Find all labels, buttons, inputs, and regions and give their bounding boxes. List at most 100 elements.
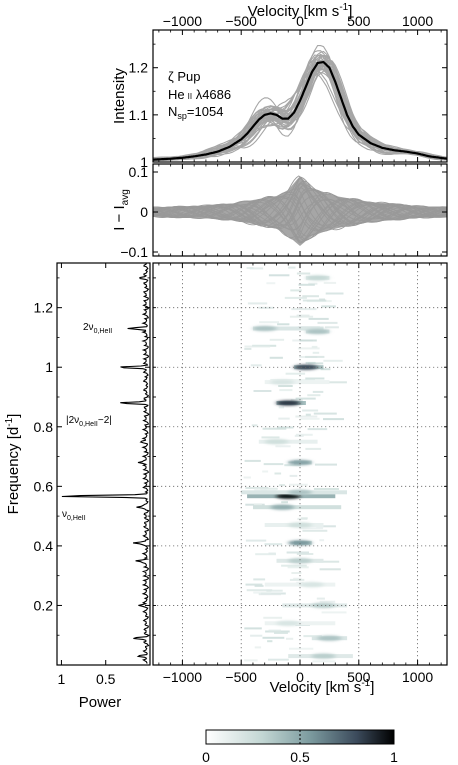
heatmap-streak	[293, 577, 302, 580]
heatmap-streak	[323, 359, 343, 362]
heatmap-streak	[278, 417, 290, 420]
heatmap-streak	[313, 412, 337, 415]
frequency-axis-label: Frequency [d-1]	[4, 414, 22, 515]
heatmap-streak	[300, 417, 320, 420]
star-name: ζ Pup	[168, 69, 200, 84]
heatmap-streak	[296, 272, 311, 275]
heatmap-streak	[319, 568, 341, 571]
heatmap-streak	[277, 323, 290, 326]
heatmap-streak	[295, 397, 316, 400]
heatmap-feature-peak	[299, 582, 324, 588]
heatmap-feature-peak	[288, 558, 312, 564]
heatmap-streak	[299, 339, 317, 342]
heatmap-streak	[274, 632, 288, 634]
power-axis-label: Power	[79, 694, 122, 711]
colorbar-tick-label: 1	[390, 749, 398, 765]
heatmap-streak	[324, 381, 347, 384]
profile-spectrum	[153, 54, 447, 160]
heatmap-streak	[275, 445, 291, 448]
top-velocity-tick-label: 0	[296, 13, 304, 29]
heatmap-streak	[308, 362, 324, 365]
heatmap-feature-peak	[311, 653, 336, 659]
heatmap-streak	[250, 364, 262, 367]
heatmap-streak	[295, 415, 318, 418]
combination-label: |2ν0,HeII−2|	[66, 415, 112, 428]
frequency-tick-label: 0.2	[34, 597, 54, 613]
heatmap-streak	[317, 321, 338, 324]
heatmap-streak	[319, 600, 336, 603]
heatmap-features	[241, 266, 353, 663]
heatmap-streak	[312, 660, 336, 663]
heatmap-streak	[253, 390, 272, 392]
residual-y-tick-label: 0.1	[129, 164, 149, 180]
heatmap-streak	[302, 409, 319, 412]
heatmap-streak	[305, 377, 325, 380]
residual-y-tick-label: −0.1	[120, 244, 148, 260]
heatmap-x-tick-label: 1000	[402, 669, 433, 685]
heatmap-streak	[323, 281, 337, 284]
heatmap-streak	[305, 355, 325, 358]
heatmap-streak	[295, 433, 313, 436]
heatmap-streak	[284, 464, 301, 467]
power-tick-label: 0.5	[96, 671, 116, 687]
heatmap-streak	[316, 597, 325, 600]
residual-y-tick-label: 0	[140, 204, 148, 220]
residual-panel: −0.1 0 0.1 I − Iavg	[111, 163, 448, 260]
colorbar-tick-label: 0	[202, 749, 210, 765]
profile-ticks: −1000 −500 0 500 1000 1 1.1 1.2	[129, 13, 447, 170]
heatmap-feature-peak	[288, 540, 312, 546]
heatmap-streak	[289, 483, 308, 486]
heatmap-streak	[302, 295, 319, 298]
heatmap-x-tick-label: −500	[225, 669, 257, 685]
colorbar-ticks: 0 0.5 1	[202, 730, 398, 765]
heatmap-streak	[244, 345, 271, 348]
profile-panel: −1000 −500 0 500 1000 1 1.1 1.2 Velocity [km s-…	[111, 2, 448, 170]
heatmap-streak	[277, 426, 294, 429]
harmonic-label: 2ν0,HeII	[83, 322, 112, 335]
heatmap-streak	[268, 629, 281, 632]
heatmap-streak	[253, 503, 262, 506]
heatmap-streak	[247, 302, 268, 305]
power-panel: 0.2 0.4 0.6 0.8 1 1.2 1 0.5 Frequency [d-1] Pow…	[4, 262, 151, 711]
heatmap-streak	[307, 394, 321, 397]
heatmap-streak	[266, 589, 283, 592]
heatmap-feature-band	[253, 326, 324, 331]
heatmap-streak	[278, 406, 285, 409]
power-spectrum-line	[61, 263, 150, 664]
heatmap-x-tick-label: 0	[296, 669, 304, 685]
power-frame	[56, 262, 151, 666]
heatmap-feature-peak	[276, 620, 301, 626]
heatmap-streak	[297, 347, 320, 350]
heatmap-streak	[305, 413, 311, 416]
heatmap-streak	[281, 501, 288, 504]
heatmap-feature-peak	[276, 400, 301, 406]
top-velocity-tick-label: 1000	[402, 13, 433, 29]
heatmap-streak	[289, 474, 298, 477]
heatmap-feature-peak	[264, 439, 289, 445]
heatmap-streak	[290, 289, 302, 292]
colorbar: 0 0.5 1	[202, 729, 398, 765]
heatmap-streak	[314, 463, 337, 466]
intensity-tick-label: 1	[140, 154, 148, 170]
heatmap-ticks: −1000 −500 0 500 1000	[153, 263, 447, 685]
heatmap-streak	[259, 321, 280, 324]
heatmap-streak	[296, 314, 310, 317]
colorbar-gradient	[205, 729, 395, 745]
heatmap-feature-peak	[288, 489, 312, 495]
heatmap-streak	[263, 463, 284, 466]
residual-spectrum	[153, 197, 447, 237]
heatmap-feature-peak	[288, 459, 312, 466]
heatmap-streak	[249, 267, 264, 270]
power-tick-label: 1	[58, 671, 66, 687]
heatmap-streak	[319, 298, 325, 301]
heatmap-streak	[244, 347, 252, 350]
fundamental-label: ν0,HeII	[62, 509, 86, 522]
heatmap-streak	[264, 543, 283, 546]
heatmap-streak	[301, 517, 308, 520]
heatmap-streak	[262, 470, 269, 473]
heatmap-streak	[308, 317, 329, 320]
heatmap-streak	[262, 636, 285, 639]
heatmap-streak	[244, 659, 258, 662]
heatmap-feature-peak	[252, 325, 277, 332]
heatmap-feature-band	[253, 505, 342, 510]
